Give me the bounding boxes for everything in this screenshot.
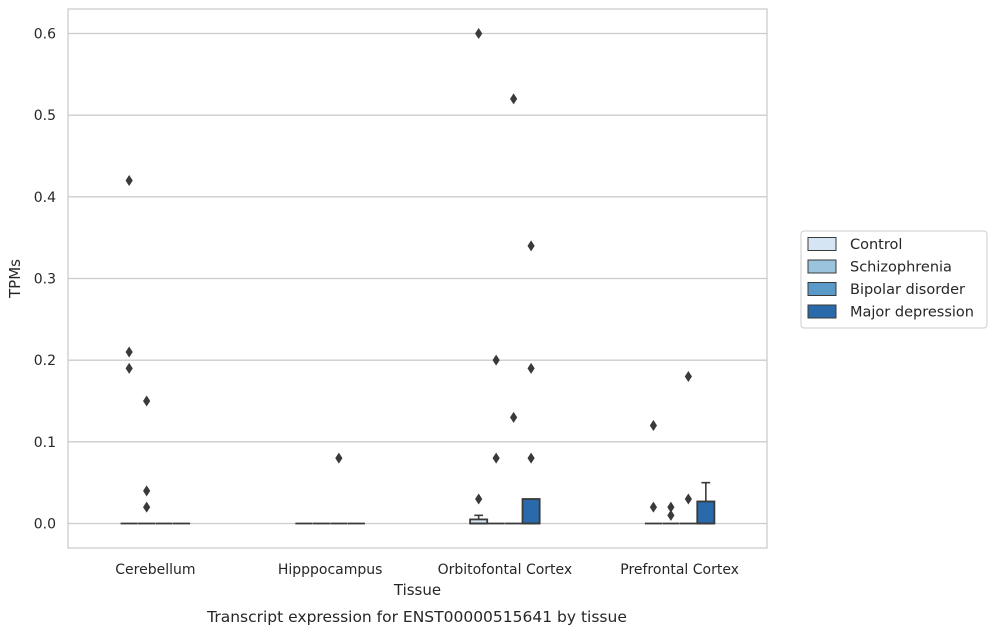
outlier-point — [475, 493, 483, 505]
outlier-point — [649, 501, 658, 513]
legend-swatch — [807, 259, 837, 274]
legend-swatch — [807, 237, 837, 251]
legend-frame — [800, 230, 988, 329]
outlier-point — [475, 28, 483, 39]
x-axis-title: Tissue — [393, 581, 441, 599]
legend-label: Major depression — [850, 305, 974, 321]
outlier-point — [527, 240, 535, 252]
grid-lines — [68, 32, 767, 525]
outlier-point — [143, 395, 151, 407]
outlier-point — [527, 362, 535, 374]
outlier-point — [335, 452, 343, 464]
outlier-point — [527, 452, 535, 464]
y-tick-label: 0.2 — [34, 353, 56, 369]
y-tick-label: 0.4 — [34, 190, 56, 206]
y-axis-ticks: 0.0 0.1 0.2 0.3 0.4 0.5 0.6 — [34, 27, 56, 533]
x-axis-ticks: Cerebellum Hipppocampus Orbitofontal Corte… — [115, 562, 739, 578]
outlier-point — [143, 501, 151, 513]
outlier-point — [667, 509, 675, 521]
chart-caption: Transcript expression for ENST0000051564… — [206, 608, 627, 626]
outlier-point — [684, 371, 692, 382]
outlier-point — [667, 501, 675, 513]
legend-label: Schizophrenia — [850, 260, 952, 276]
legend-label: Control — [850, 237, 902, 253]
x-tick-label: Orbitofontal Cortex — [438, 562, 573, 578]
box — [696, 481, 716, 525]
outlier-points — [125, 28, 692, 521]
outlier-point — [684, 493, 692, 505]
y-tick-label: 0.0 — [34, 517, 56, 533]
outlier-point — [510, 411, 518, 423]
y-tick-label: 0.6 — [34, 27, 56, 43]
outlier-point — [125, 175, 133, 186]
legend-label: Bipolar disorder — [850, 282, 965, 298]
y-tick-label: 0.1 — [34, 435, 56, 451]
outlier-point — [143, 485, 151, 497]
x-tick-label: Prefrontal Cortex — [620, 562, 739, 578]
box-plots — [120, 481, 716, 525]
y-axis-title: TPMs — [6, 259, 24, 299]
x-tick-label: Cerebellum — [115, 562, 195, 578]
outlier-point — [492, 452, 500, 464]
outlier-point — [510, 93, 518, 105]
plot-area — [67, 8, 768, 549]
box-body — [521, 498, 541, 525]
legend-swatch — [807, 282, 837, 296]
outlier-point — [649, 420, 658, 431]
y-tick-label: 0.5 — [34, 108, 56, 124]
x-tick-label: Hipppocampus — [278, 562, 383, 578]
outlier-point — [492, 354, 500, 366]
legend: Control Schizophrenia Bipolar disorder Majo… — [800, 230, 988, 329]
outlier-point — [125, 362, 133, 374]
box — [521, 498, 541, 525]
box — [469, 514, 489, 525]
y-tick-label: 0.3 — [34, 272, 56, 288]
box-body — [696, 500, 716, 525]
outlier-point — [125, 346, 133, 358]
legend-swatch — [807, 304, 837, 319]
